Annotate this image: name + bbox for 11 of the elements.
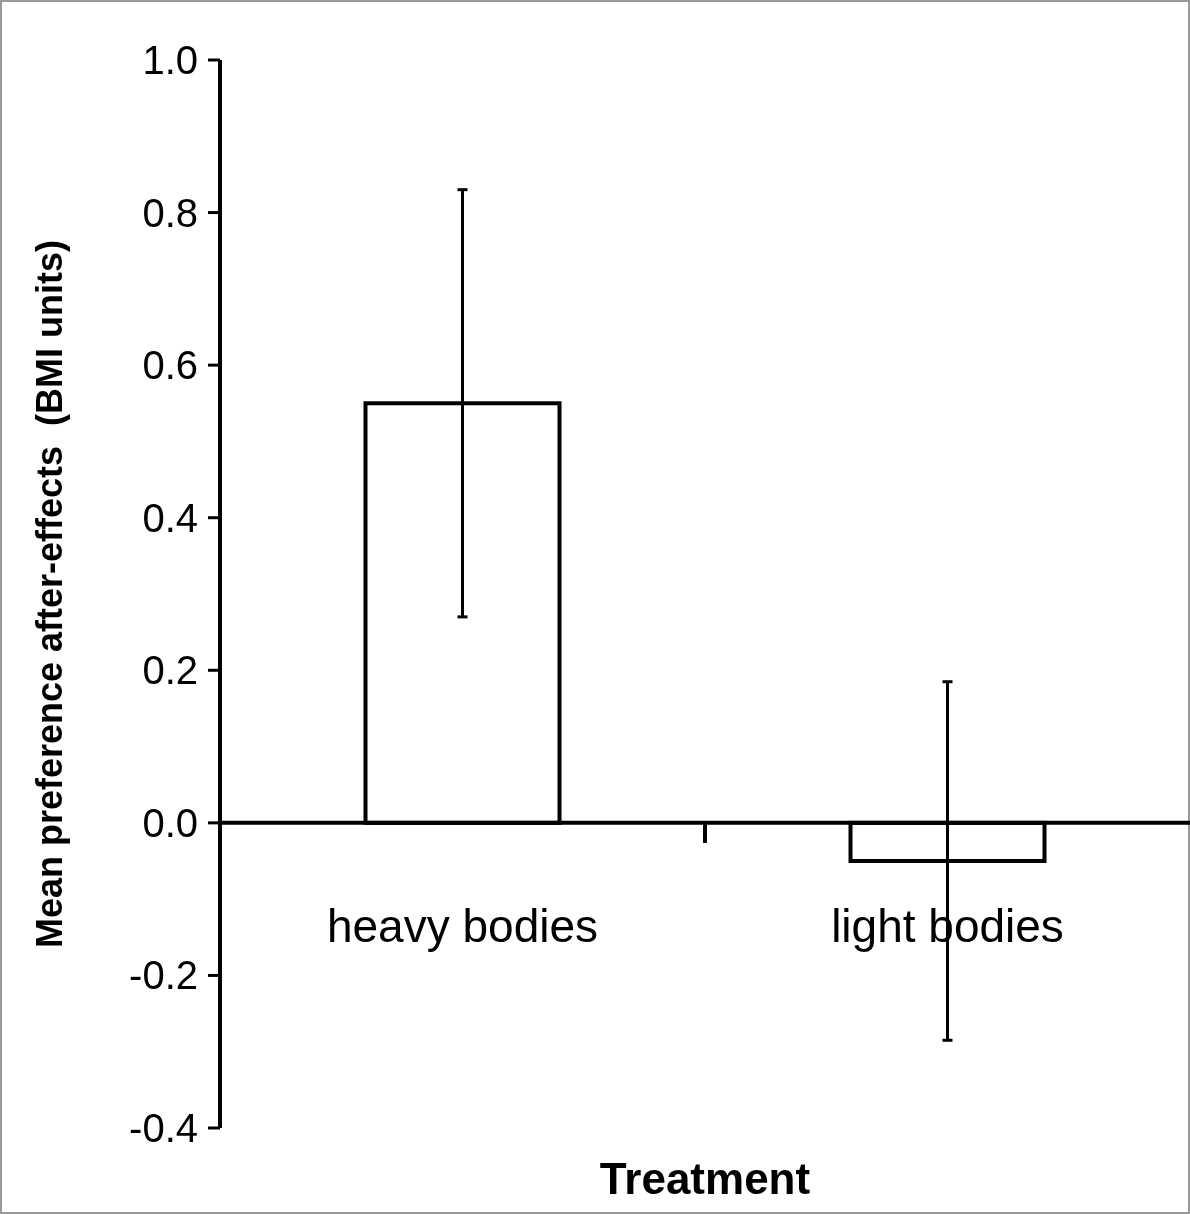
y-axis-title: Mean preference after-effects (BMI units)	[29, 239, 70, 949]
y-tick-label: 0.0	[142, 800, 198, 845]
x-tick-label: heavy bodies	[326, 900, 599, 952]
y-tick-label: 0.8	[142, 190, 198, 235]
y-tick-label: 0.6	[142, 343, 198, 388]
x-axis-title: Treatment	[599, 1154, 811, 1203]
y-tick-label: 0.2	[142, 648, 198, 693]
y-tick-label: 0.4	[142, 495, 198, 540]
y-tick-label: -0.2	[129, 953, 198, 998]
y-tick-label: -0.4	[129, 1106, 198, 1150]
y-tick-label: 1.0	[142, 38, 198, 82]
